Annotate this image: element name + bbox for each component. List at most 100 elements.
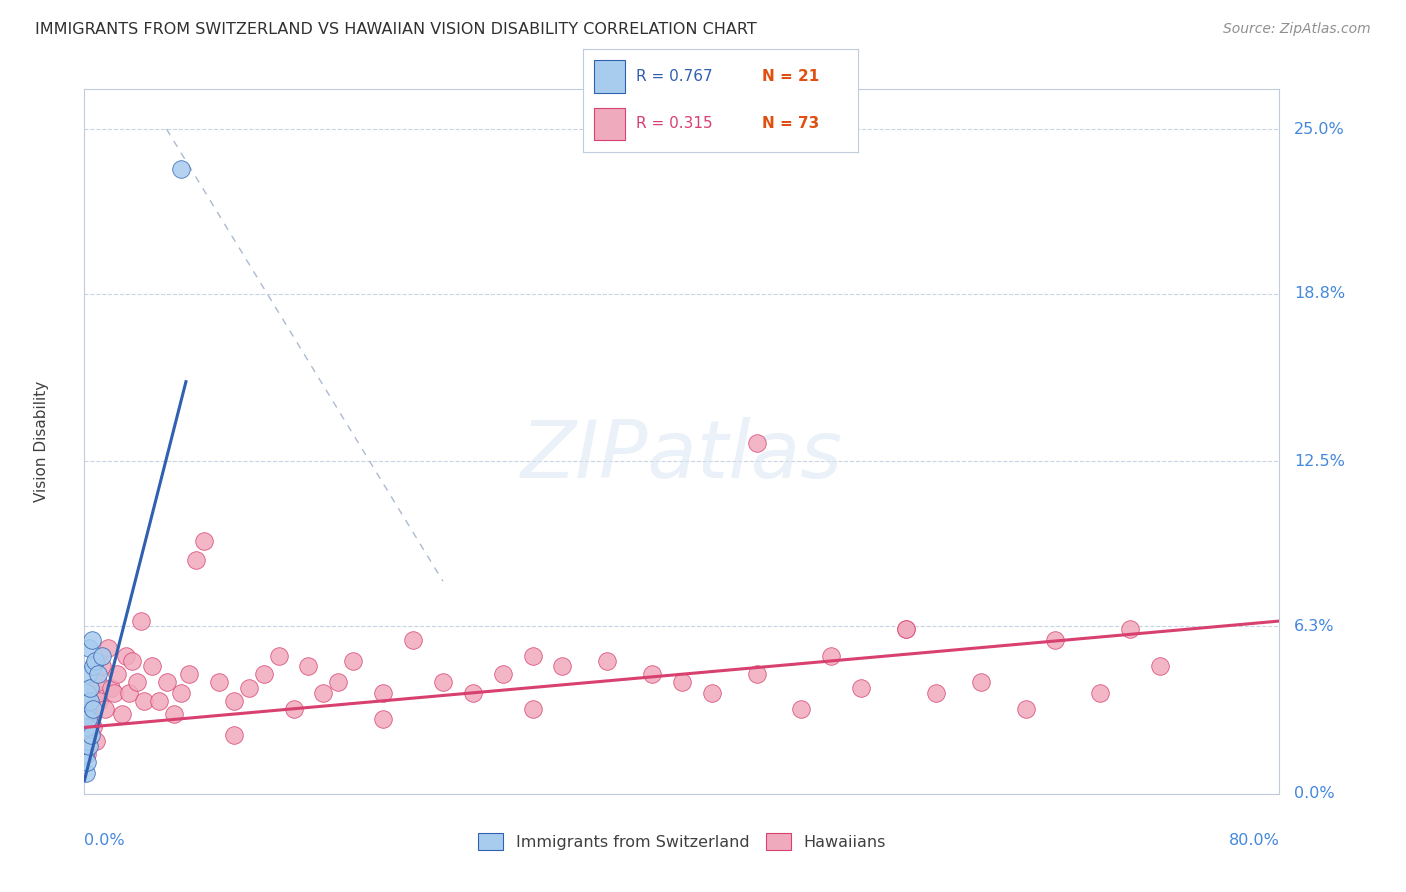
Point bbox=[170, 161, 193, 176]
Text: 25.0%: 25.0% bbox=[1294, 121, 1344, 136]
Point bbox=[77, 713, 100, 727]
Point bbox=[80, 694, 103, 708]
Point bbox=[186, 553, 208, 567]
Point bbox=[745, 667, 768, 681]
Point bbox=[238, 681, 260, 695]
Text: N = 73: N = 73 bbox=[762, 117, 818, 131]
Point bbox=[76, 667, 98, 681]
Point bbox=[1119, 622, 1142, 636]
Point bbox=[86, 733, 108, 747]
Point bbox=[105, 667, 128, 681]
Point bbox=[328, 675, 350, 690]
Point bbox=[75, 747, 97, 761]
Point bbox=[373, 686, 395, 700]
Point bbox=[75, 765, 97, 780]
Text: 80.0%: 80.0% bbox=[1229, 832, 1279, 847]
Point bbox=[77, 739, 100, 753]
Text: ZIPatlas: ZIPatlas bbox=[520, 417, 844, 495]
Point bbox=[91, 659, 114, 673]
Text: 18.8%: 18.8% bbox=[1294, 286, 1346, 301]
Point bbox=[76, 686, 98, 700]
Point bbox=[125, 675, 148, 690]
Point bbox=[132, 694, 156, 708]
Point bbox=[87, 675, 110, 690]
Point bbox=[155, 675, 177, 690]
Point bbox=[82, 720, 104, 734]
Point bbox=[76, 747, 98, 761]
Text: R = 0.315: R = 0.315 bbox=[636, 117, 713, 131]
Point bbox=[103, 686, 125, 700]
Point bbox=[111, 707, 134, 722]
Point bbox=[283, 702, 305, 716]
Point bbox=[671, 675, 693, 690]
Point bbox=[77, 739, 100, 753]
Point bbox=[193, 534, 215, 549]
Point bbox=[522, 648, 544, 663]
Point bbox=[80, 702, 103, 716]
Point bbox=[461, 686, 484, 700]
Point bbox=[77, 728, 100, 742]
Point bbox=[312, 686, 335, 700]
Point bbox=[342, 654, 364, 668]
Legend: Immigrants from Switzerland, Hawaiians: Immigrants from Switzerland, Hawaiians bbox=[471, 827, 893, 856]
Point bbox=[641, 667, 664, 681]
Point bbox=[141, 659, 163, 673]
Point bbox=[79, 681, 101, 695]
Point bbox=[432, 675, 454, 690]
Point bbox=[148, 694, 170, 708]
Point bbox=[97, 640, 120, 655]
Point bbox=[222, 694, 245, 708]
Point bbox=[79, 707, 101, 722]
Point bbox=[83, 686, 105, 700]
Point bbox=[91, 648, 114, 663]
Point bbox=[89, 694, 111, 708]
Point bbox=[253, 667, 276, 681]
Point bbox=[1090, 686, 1112, 700]
Point bbox=[94, 702, 117, 716]
Text: 6.3%: 6.3% bbox=[1294, 619, 1334, 634]
Point bbox=[492, 667, 515, 681]
Point bbox=[129, 614, 152, 628]
Bar bbox=[595, 61, 624, 93]
Point bbox=[76, 720, 98, 734]
Point bbox=[82, 702, 104, 716]
Point bbox=[76, 755, 98, 769]
Point bbox=[80, 632, 103, 647]
Text: IMMIGRANTS FROM SWITZERLAND VS HAWAIIAN VISION DISABILITY CORRELATION CHART: IMMIGRANTS FROM SWITZERLAND VS HAWAIIAN … bbox=[35, 22, 756, 37]
Point bbox=[82, 659, 104, 673]
Point bbox=[83, 654, 105, 668]
Point bbox=[177, 667, 200, 681]
Point bbox=[208, 675, 231, 690]
Point bbox=[894, 622, 917, 636]
Point bbox=[522, 702, 544, 716]
Text: N = 21: N = 21 bbox=[762, 70, 818, 84]
Point bbox=[118, 686, 141, 700]
Point bbox=[297, 659, 319, 673]
Point bbox=[79, 694, 101, 708]
Point bbox=[75, 707, 97, 722]
Point bbox=[1149, 659, 1171, 673]
Point bbox=[163, 707, 186, 722]
Point bbox=[76, 720, 98, 734]
Point bbox=[1014, 702, 1036, 716]
Bar bbox=[595, 108, 624, 140]
Point bbox=[551, 659, 574, 673]
Text: R = 0.767: R = 0.767 bbox=[636, 70, 713, 84]
Point bbox=[79, 713, 101, 727]
Point bbox=[1045, 632, 1067, 647]
Point bbox=[267, 648, 290, 663]
Point bbox=[77, 640, 100, 655]
Point bbox=[80, 728, 103, 742]
Text: 12.5%: 12.5% bbox=[1294, 454, 1344, 469]
Text: 0.0%: 0.0% bbox=[84, 832, 125, 847]
Point bbox=[402, 632, 425, 647]
Point bbox=[596, 654, 619, 668]
Point bbox=[170, 686, 193, 700]
Point bbox=[925, 686, 948, 700]
Point bbox=[100, 681, 122, 695]
Point bbox=[115, 648, 138, 663]
Point bbox=[851, 681, 873, 695]
Text: Source: ZipAtlas.com: Source: ZipAtlas.com bbox=[1223, 22, 1371, 37]
Point bbox=[75, 733, 97, 747]
Point bbox=[894, 622, 917, 636]
